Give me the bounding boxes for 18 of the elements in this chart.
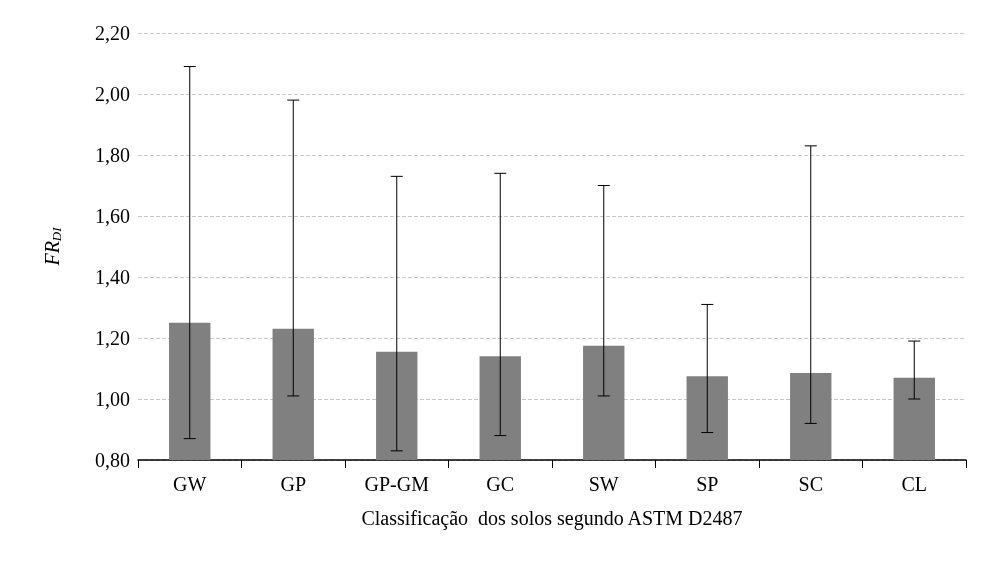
x-tick-label: SP xyxy=(696,473,719,495)
y-tick-label: 2,00 xyxy=(95,83,130,105)
y-tick-label: 1,80 xyxy=(95,144,130,166)
y-tick-label: 2,20 xyxy=(95,22,130,44)
x-tick-label: GP-GM xyxy=(364,473,430,495)
y-tick-label: 1,40 xyxy=(95,266,130,288)
y-tick-label: 1,00 xyxy=(95,388,130,410)
x-axis-title: Classificação dos solos segundo ASTM D2487 xyxy=(361,507,743,530)
x-tick-label: GC xyxy=(486,473,515,495)
y-tick-label: 0,80 xyxy=(95,449,130,471)
y-tick-label: 1,60 xyxy=(95,205,130,227)
x-tick-label: SC xyxy=(798,473,823,495)
x-tick-label: GW xyxy=(173,473,207,495)
x-tick-label: GP xyxy=(280,473,307,495)
x-tick-label: CL xyxy=(901,473,928,495)
y-tick-label: 1,20 xyxy=(95,327,130,349)
x-tick-label: SW xyxy=(588,473,619,495)
y-axis-title: FRDI xyxy=(40,226,64,267)
